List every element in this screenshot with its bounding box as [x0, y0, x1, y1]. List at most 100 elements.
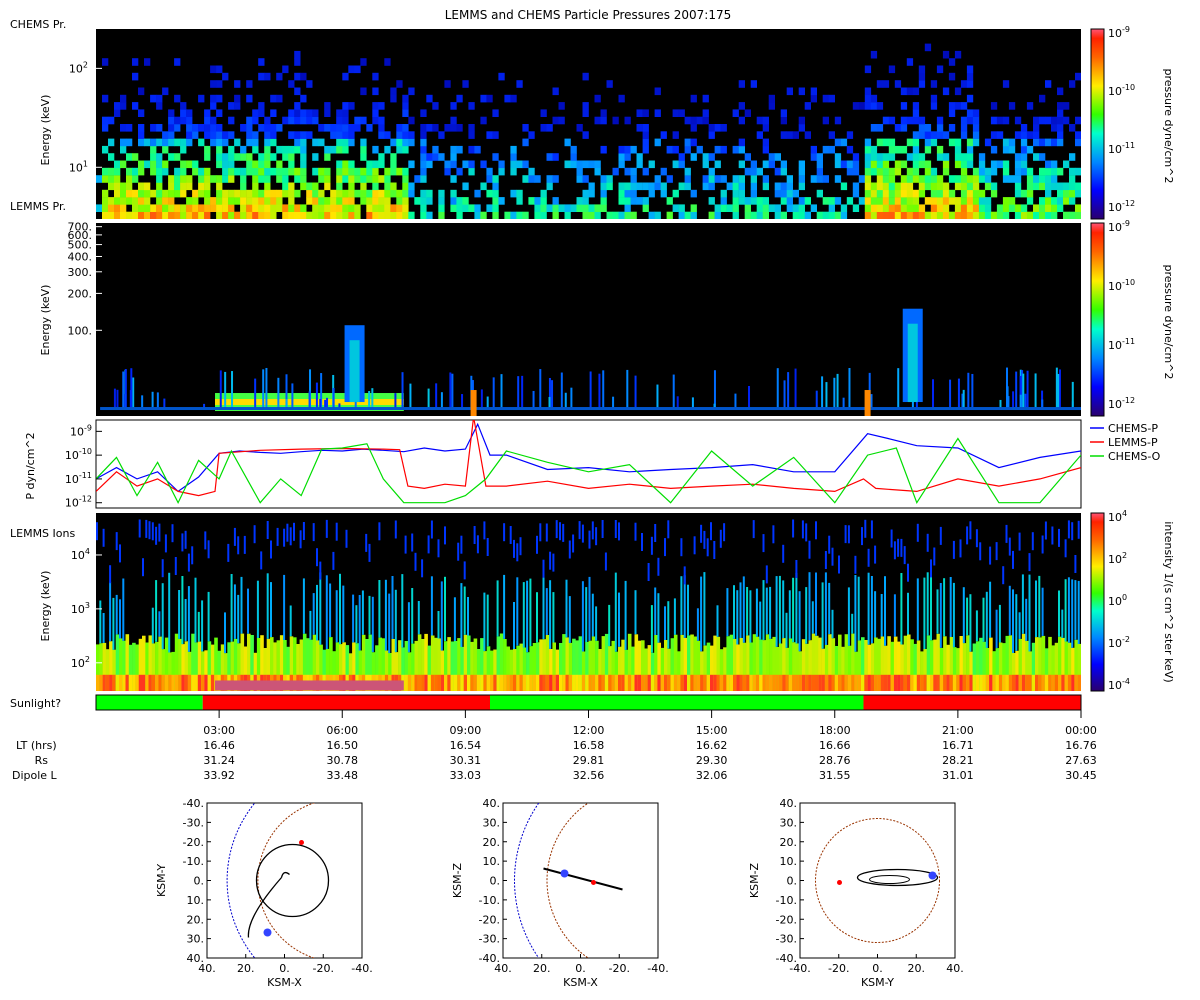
ions-cell [470, 674, 474, 691]
ions-cell [1061, 637, 1065, 691]
chems-cell [618, 145, 625, 154]
chems-cell [168, 138, 175, 147]
chems-cell [390, 87, 397, 96]
ions-streak [161, 559, 164, 578]
rs-value: 30.31 [450, 754, 482, 767]
chems-cell [342, 131, 349, 139]
ions-cell [591, 674, 596, 691]
ions-streak [565, 579, 568, 638]
ions-cell [470, 641, 474, 691]
ions-streak [792, 519, 795, 538]
ions-streak [316, 584, 318, 641]
ions-cell [739, 638, 744, 691]
chems-cell [282, 145, 289, 154]
chems-cell [360, 116, 367, 125]
lemms-streak [532, 390, 535, 408]
lemms-streak [672, 374, 675, 408]
ions-cell [693, 674, 698, 691]
orbit-y-tick-label: 10. [780, 855, 798, 868]
chems-cell [336, 189, 343, 198]
ions-cell [1071, 647, 1075, 691]
chems-cell [108, 204, 115, 212]
ions-cell [673, 674, 678, 691]
ions-streak [151, 522, 154, 541]
ions-cell [204, 650, 208, 691]
ions-cell [460, 674, 464, 691]
chems-cell [438, 189, 445, 198]
chems-cell [456, 167, 463, 176]
chems-cell [420, 175, 427, 183]
chems-cell [126, 124, 133, 132]
ions-cell [519, 674, 524, 691]
chems-cell [870, 197, 878, 205]
chems-cell [708, 131, 715, 139]
chems-cell [960, 197, 968, 205]
chems-cell [156, 197, 163, 205]
chems-cell [378, 175, 385, 183]
ions-streak [247, 588, 249, 634]
lt-value: 16.46 [203, 739, 235, 752]
ions-cell [923, 649, 927, 691]
ions-cell [191, 674, 195, 691]
chems-cell [876, 211, 884, 219]
chems-cell [276, 175, 283, 183]
chems-cell [1026, 167, 1034, 176]
chems-cell [216, 175, 223, 183]
ions-cell [424, 674, 428, 691]
ions-cell [884, 674, 888, 691]
chems-cell [990, 167, 998, 176]
ions-cell [1015, 650, 1019, 691]
chems-cell [702, 160, 709, 169]
chems-cell [294, 87, 301, 96]
ions-streak [581, 524, 584, 543]
lemms-streak [560, 372, 563, 408]
ions-cell [201, 651, 205, 691]
ions-streak [581, 581, 584, 652]
chems-cell [360, 182, 367, 191]
ions-streak [1061, 609, 1064, 638]
ions-cell [562, 634, 566, 691]
chems-cell [966, 94, 974, 103]
chems-cell [474, 211, 481, 219]
chems-cell [498, 160, 505, 169]
chems-cell [1045, 211, 1052, 219]
chems-cell [786, 175, 793, 183]
chems-cell [1033, 138, 1040, 147]
ions-cell [733, 674, 737, 691]
chems-cell [654, 109, 661, 117]
ions-cell [815, 635, 819, 691]
ions-cell [115, 674, 120, 691]
ions-cell [1038, 674, 1042, 691]
chems-cell [288, 116, 295, 125]
ions-streak [536, 592, 538, 643]
ions-cell [900, 644, 904, 691]
chems-cell [354, 124, 361, 132]
chems-cell [894, 211, 902, 219]
chems-cell [534, 211, 541, 219]
chems-cell [444, 160, 451, 169]
ions-cell [407, 674, 412, 691]
ions-streak [828, 582, 831, 635]
chems-cell [270, 94, 277, 103]
chems-cell [402, 182, 409, 191]
chems-cell [828, 197, 835, 205]
chems-cell [192, 189, 199, 198]
ions-streak [903, 546, 906, 565]
chems-cell [906, 182, 914, 191]
ions-cell [778, 674, 783, 691]
ions-streak [752, 520, 755, 539]
ions-streak [664, 538, 666, 557]
chems-cell [1033, 175, 1040, 183]
ions-streak [634, 522, 637, 541]
chems-cell [516, 80, 523, 88]
chems-cell [378, 124, 385, 132]
chems-cell [738, 80, 745, 88]
chems-cell [684, 145, 691, 154]
ions-streak [939, 583, 942, 648]
ions-cell [158, 636, 162, 691]
chems-cell [300, 116, 307, 125]
ions-cell [667, 674, 671, 691]
chems-cell [1045, 182, 1052, 191]
lemms-streak [656, 384, 659, 408]
ions-cell [834, 646, 839, 691]
